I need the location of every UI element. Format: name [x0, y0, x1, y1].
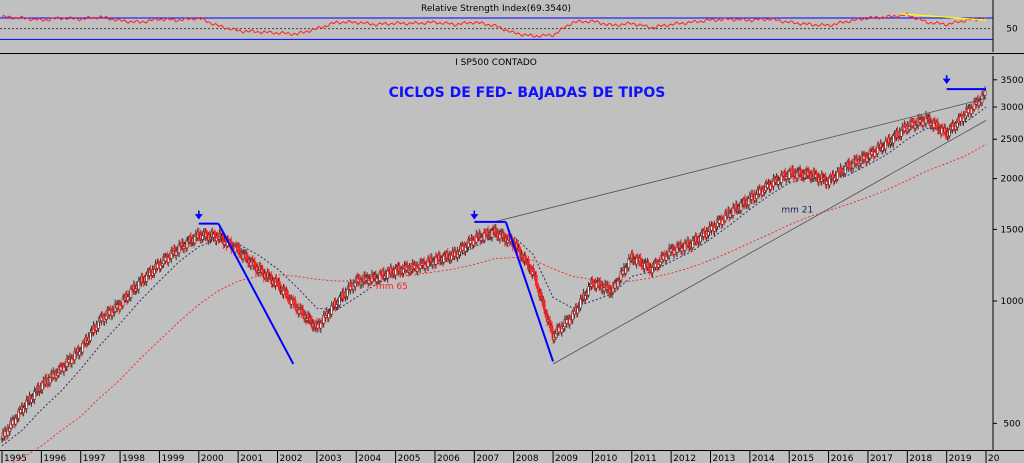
x-tick-label: 1996 [43, 454, 66, 463]
x-tick-label: 20 [988, 454, 1000, 463]
trend-channel-line [552, 120, 987, 365]
y-tick-label: 1000 [1001, 297, 1024, 307]
price-panel [0, 56, 1024, 450]
arrow-head [194, 214, 203, 220]
x-tick-label: 2009 [555, 454, 578, 463]
rsi-panel [0, 0, 1024, 52]
price-title: I SP500 CONTADO [455, 58, 537, 68]
x-tick-label: 2019 [949, 454, 972, 463]
rsi-title: Relative Strength Index(69.3540) [421, 4, 571, 14]
x-tick-label: 2014 [752, 454, 775, 463]
x-tick-label: 2007 [476, 454, 499, 463]
x-tick-label: 2013 [713, 454, 736, 463]
y-tick-label: 3500 [1001, 76, 1024, 86]
x-tick-label: 2002 [280, 454, 303, 463]
arrow-head [470, 214, 479, 220]
x-tick-label: 1995 [4, 454, 27, 463]
arrow-head [942, 78, 951, 84]
rsi-line [1, 12, 987, 39]
x-tick-label: 2001 [240, 454, 263, 463]
down-arrow-icon [942, 75, 951, 84]
x-tick-label: 2005 [398, 454, 421, 463]
rsi-tick-label: 50 [1006, 25, 1018, 35]
x-tick-label: 2010 [594, 454, 617, 463]
x-tick-label: 2016 [831, 454, 854, 463]
mm65-label: mm 65 [376, 282, 408, 292]
x-tick-label: 2012 [673, 454, 696, 463]
x-tick-label: 2000 [201, 454, 224, 463]
x-tick-label: 2008 [516, 454, 539, 463]
y-tick-label: 2000 [1001, 175, 1024, 185]
mm21-label: mm 21 [781, 206, 813, 216]
x-tick-label: 1999 [161, 454, 184, 463]
moving-average-mm-65 [10, 143, 987, 463]
x-tick-label: 2018 [909, 454, 932, 463]
trend-channel-line [493, 98, 987, 223]
fed-cycle-line [217, 223, 295, 365]
x-tick-label: 2006 [437, 454, 460, 463]
down-arrow-icon [194, 210, 203, 220]
fed-cycle-line [504, 221, 555, 362]
price-candle [983, 90, 987, 96]
y-tick-label: 1500 [1001, 225, 1024, 235]
chart-annotation: CICLOS DE FED- BAJADAS DE TIPOS [389, 85, 666, 101]
y-tick-label: 500 [1003, 419, 1020, 429]
x-tick-label: 2017 [870, 454, 893, 463]
y-tick-label: 2500 [1001, 135, 1024, 145]
x-tick-label: 2015 [791, 454, 814, 463]
x-tick-label: 2011 [634, 454, 657, 463]
x-tick-label: 1997 [83, 454, 106, 463]
y-tick-label: 3000 [1001, 103, 1024, 113]
x-tick-label: 1998 [122, 454, 145, 463]
x-tick-label: 2003 [319, 454, 342, 463]
down-arrow-icon [470, 210, 479, 220]
rsi-trendline [899, 13, 987, 21]
x-tick-label: 2004 [358, 454, 381, 463]
